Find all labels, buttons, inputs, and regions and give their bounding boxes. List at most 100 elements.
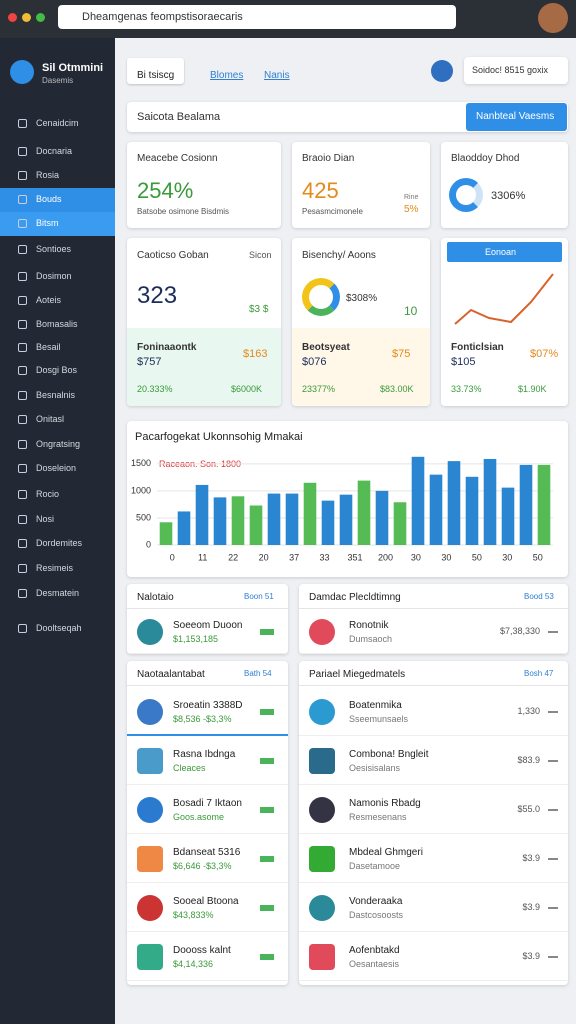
list-item[interactable]: Combona! Bngleit Oesisisalans $83.9 bbox=[299, 736, 568, 785]
list-badge[interactable]: Bosh 47 bbox=[524, 669, 554, 678]
nav-item[interactable]: Aoteis bbox=[0, 289, 115, 313]
item-icon bbox=[137, 894, 163, 921]
tab-label: Blomes bbox=[210, 70, 244, 81]
nav-label: Dordemites bbox=[36, 538, 83, 548]
nav-item[interactable]: Rosia bbox=[0, 164, 115, 188]
list-item[interactable]: Boatenmika Sseemunsaels 1,330 bbox=[299, 687, 568, 736]
divider bbox=[299, 608, 568, 609]
nav-label: Besail bbox=[36, 342, 61, 352]
list-item[interactable]: Doooss kalnt $4,14,336 bbox=[127, 932, 288, 981]
nav-item[interactable]: Onitasl bbox=[0, 408, 115, 432]
list-item[interactable]: Rasna Ibdnga Cleaces bbox=[127, 736, 288, 785]
x-tick-label: 30 bbox=[502, 552, 512, 562]
nav-item[interactable]: Resimeis bbox=[0, 557, 115, 581]
list-item[interactable]: Mbdeal Ghmgeri Dasetamooe $3.9 bbox=[299, 834, 568, 883]
nav-item[interactable]: Desmatein bbox=[0, 582, 115, 606]
nav-icon bbox=[18, 515, 27, 524]
item-sub: $1,153,185 bbox=[173, 634, 219, 644]
list-item[interactable]: Soeeom Duoon $1,153,185 bbox=[127, 610, 288, 654]
panel-button[interactable]: Eonoan bbox=[447, 242, 562, 262]
nav-icon bbox=[18, 245, 27, 254]
list-item[interactable]: Bdanseat 5316 $6,646 -$3,3% bbox=[127, 834, 288, 883]
bar-chart: 0 500 1000 1500 0 11 22 20 37 33 351 200 30 30 50 30 50 bbox=[131, 456, 553, 562]
item-sub: Sseemunsaels bbox=[349, 713, 409, 724]
tab[interactable]: Nanis bbox=[254, 58, 300, 84]
list-item[interactable]: Sooeal Btoona $43,833% bbox=[127, 883, 288, 932]
nav-label: Dooltseqah bbox=[36, 623, 82, 633]
nav-label: Rosia bbox=[36, 170, 60, 180]
footer-c: 20.333% bbox=[137, 384, 173, 394]
nav-item[interactable]: Besail bbox=[0, 336, 115, 360]
nav-icon bbox=[18, 539, 27, 548]
bar bbox=[447, 461, 461, 545]
list-item[interactable]: Sroeatin 3388D $8,536 -$3,3% bbox=[127, 687, 288, 736]
list-item[interactable]: Bosadi 7 Iktaon Goos.asome bbox=[127, 785, 288, 834]
toolbar-title: Saicota Bealama bbox=[137, 111, 221, 123]
nav-item[interactable]: Bitsm bbox=[0, 212, 115, 236]
item-name: Ronotnik bbox=[349, 620, 389, 631]
nav-icon bbox=[18, 272, 27, 281]
footer-a: $105 bbox=[451, 356, 476, 368]
list-badge[interactable]: Bood 53 bbox=[524, 592, 554, 601]
tab[interactable]: Bi tsiscg bbox=[127, 58, 185, 84]
line bbox=[454, 273, 554, 325]
list-card: Pariael Miegedmatels Bosh 47 Boatenmika Sse… bbox=[299, 661, 568, 985]
item-amount: $3.9 bbox=[522, 950, 540, 961]
search-box[interactable]: Soidoc! 8515 goxix bbox=[464, 57, 568, 84]
list-item[interactable]: Ronotnik Dumsaoch $7,38,330 bbox=[299, 610, 568, 654]
x-tick-label: 11 bbox=[198, 552, 207, 562]
bar bbox=[195, 484, 209, 545]
nav-item[interactable]: Dordemites bbox=[0, 532, 115, 556]
item-sub: Goos.asome bbox=[173, 811, 225, 822]
list-badge[interactable]: Bath 54 bbox=[244, 669, 272, 678]
nav-label: Doseleion bbox=[36, 463, 77, 473]
nav-label: Cenaidcim bbox=[36, 118, 79, 128]
list-badge[interactable]: Boon 51 bbox=[244, 592, 274, 601]
list-card: Nalotaio Boon 51 Soeeom Duoon $1,153,185 bbox=[127, 584, 288, 654]
nav-icon bbox=[18, 624, 27, 633]
item-icon bbox=[309, 796, 335, 823]
nav-item[interactable]: Dooltseqah bbox=[0, 617, 115, 641]
logo bbox=[10, 60, 34, 84]
nav-label: Dosgi Bos bbox=[36, 365, 78, 375]
list-item[interactable]: Vonderaaka Dastcosoosts $3.9 bbox=[299, 883, 568, 932]
item-menu bbox=[548, 631, 558, 633]
list-item[interactable]: Aofenbtakd Oesantaesis $3.9 bbox=[299, 932, 568, 981]
bar bbox=[231, 496, 245, 545]
item-menu bbox=[548, 955, 558, 958]
item-name: Vonderaaka bbox=[349, 895, 403, 907]
item-icon bbox=[309, 619, 335, 645]
nav-label: Nosi bbox=[36, 514, 55, 524]
nav-item[interactable]: Dosimon bbox=[0, 265, 115, 289]
nav-item[interactable]: Nosi bbox=[0, 508, 115, 532]
nav-label: Bitsm bbox=[36, 218, 59, 228]
nav-item[interactable]: Cenaidcim bbox=[0, 112, 115, 136]
nav-label: Onitasl bbox=[36, 414, 65, 424]
tab-label: Nanis bbox=[264, 70, 290, 81]
list-item[interactable]: Namonis Rbadg Resmesenans $55.0 bbox=[299, 785, 568, 834]
item-name: Combona! Bngleit bbox=[349, 748, 429, 760]
nav-item[interactable]: Rocio bbox=[0, 483, 115, 507]
url-field[interactable]: Dheamgenas feompstisoraecaris bbox=[58, 5, 456, 29]
panel-footer: Beotsyeat $076 $75 23377% $83.00K bbox=[292, 328, 430, 406]
panel-tag: Sicon bbox=[249, 250, 272, 260]
nav-item[interactable]: Dosgi Bos bbox=[0, 359, 115, 383]
item-sub: $6,646 -$3,3% bbox=[173, 860, 232, 871]
list-title: Pariael Miegedmatels bbox=[309, 669, 406, 680]
avatar[interactable] bbox=[538, 3, 568, 33]
x-tick-label: 50 bbox=[472, 552, 482, 562]
nav-item[interactable]: Sontioes bbox=[0, 238, 115, 262]
brand: Sil Otmmini bbox=[42, 62, 104, 74]
toolbar-button[interactable]: Nanbteal Vaesms bbox=[466, 103, 567, 131]
item-chip bbox=[260, 757, 274, 764]
bar bbox=[537, 464, 551, 545]
bar bbox=[429, 474, 443, 545]
nav-item[interactable]: Besnalnis bbox=[0, 384, 115, 408]
panel-footer: Foninaaontk $757 $163 20.333% $6000K bbox=[127, 328, 281, 406]
tab[interactable]: Blomes bbox=[200, 58, 253, 84]
nav-item[interactable]: Bouds bbox=[0, 188, 115, 212]
nav-item[interactable]: Ongratsing bbox=[0, 433, 115, 457]
nav-item[interactable]: Docnaria bbox=[0, 140, 115, 164]
nav-item[interactable]: Doseleion bbox=[0, 457, 115, 481]
nav-item[interactable]: Bomasalis bbox=[0, 313, 115, 337]
